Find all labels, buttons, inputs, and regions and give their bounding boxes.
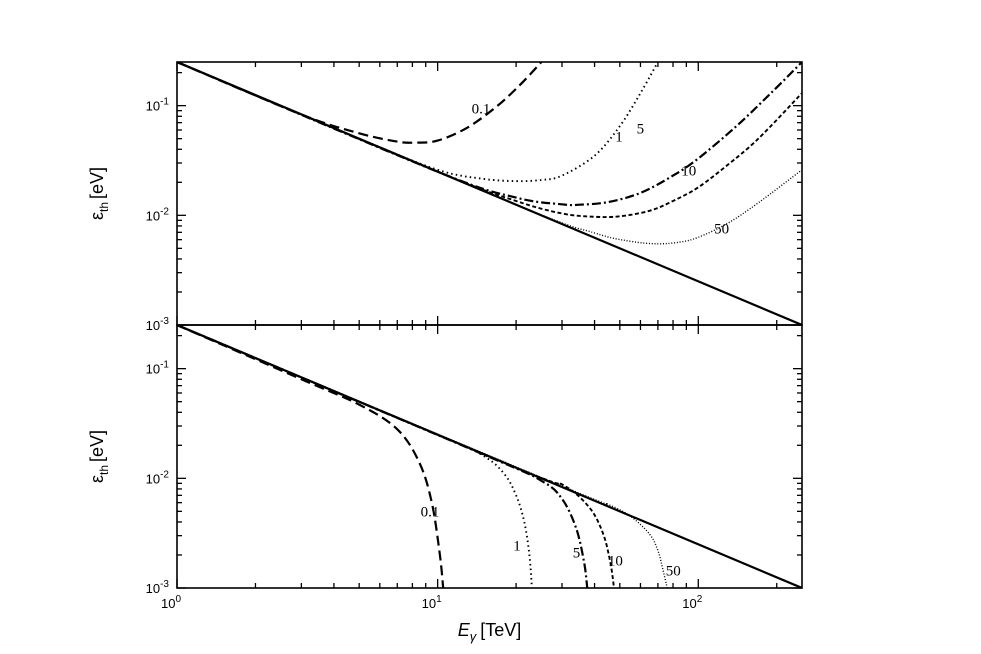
y-tick-label: 10-2 (146, 206, 170, 223)
y-tick-label: 10-1 (146, 97, 170, 114)
series-line-50 (177, 325, 668, 588)
y-axis-title: εth[eV] (87, 167, 111, 220)
series-label-0-1: 0.1 (421, 504, 440, 520)
series-line-0-1 (177, 325, 445, 588)
y-tick-label: 10-1 (146, 360, 170, 377)
x-axis-title: Eγ [TeV] (458, 620, 522, 644)
top-panel: 10-3 10-2 10-1 εth[eV] 0.1 15 10 50 (87, 61, 803, 333)
y-tick-label: 10-3 (146, 579, 170, 596)
series-line-1 (177, 325, 533, 588)
series-label-50: 50 (714, 222, 729, 238)
series-line-5 (177, 325, 589, 588)
axis-ticks (176, 325, 802, 589)
series-label-10: 10 (681, 164, 696, 180)
x-tick-label: 102 (682, 594, 702, 611)
series-line-50 (177, 62, 802, 245)
series-label-10: 10 (608, 554, 623, 570)
series-line-10 (177, 62, 802, 219)
series-line-5 (177, 62, 802, 207)
series-label-0-1: 0.1 (472, 101, 491, 117)
series-line-10 (177, 325, 615, 588)
plot-frame (176, 324, 803, 589)
series-label-1: 1 (513, 538, 521, 554)
x-tick-label: 100 (161, 594, 181, 611)
series-line-1 (177, 62, 659, 183)
bottom-panel: 10-3 10-2 10-1 100 101 102 εth[eV] Eγ [TeV] 0.1 1 5… (87, 324, 803, 644)
y-axis-title: εth[eV] (87, 430, 111, 483)
y-tick-label: 10-2 (146, 469, 170, 486)
series-label-5: 5 (573, 545, 581, 561)
series-label-1: 1 (615, 130, 623, 146)
series-label-50: 50 (666, 564, 681, 580)
y-tick-label: 10-3 (146, 316, 170, 333)
axis-ticks (176, 62, 802, 326)
series-label-5: 5 (637, 121, 645, 137)
x-tick-label: 101 (422, 594, 442, 611)
